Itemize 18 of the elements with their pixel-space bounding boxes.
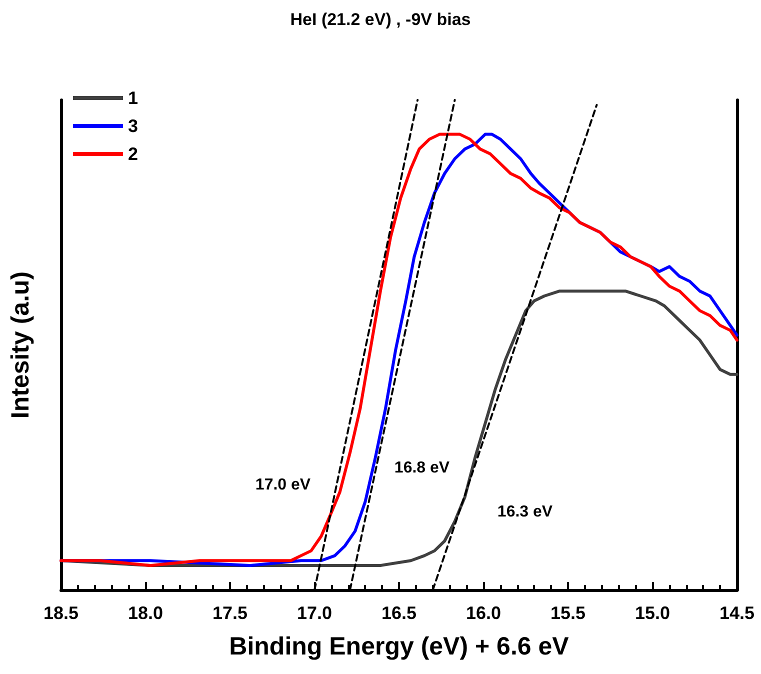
- x-tick-label: 17.0: [296, 603, 332, 623]
- legend-label: 3: [128, 116, 138, 136]
- chart-title: HeI (21.2 eV) , -9V bias: [290, 10, 471, 29]
- x-tick-label: 18.5: [43, 603, 79, 623]
- legend-label: 2: [128, 144, 138, 164]
- x-axis-title: Binding Energy (eV) + 6.6 eV: [229, 632, 570, 660]
- annotation: 16.3 eV: [497, 504, 553, 520]
- x-tick-label: 15.5: [550, 603, 586, 623]
- x-tick-label: 16.0: [466, 603, 502, 623]
- x-tick-label: 17.5: [212, 603, 248, 623]
- x-tick-label: 14.5: [719, 603, 755, 623]
- x-tick-label: 18.0: [128, 603, 164, 623]
- x-tick-label: 16.5: [381, 603, 417, 623]
- y-axis-title: Intesity (a.u): [6, 271, 34, 419]
- legend-label: 1: [128, 88, 138, 108]
- x-tick-label: 15.0: [634, 603, 670, 623]
- annotation: 17.0 eV: [255, 476, 311, 494]
- annotation: 16.8 eV: [394, 460, 450, 476]
